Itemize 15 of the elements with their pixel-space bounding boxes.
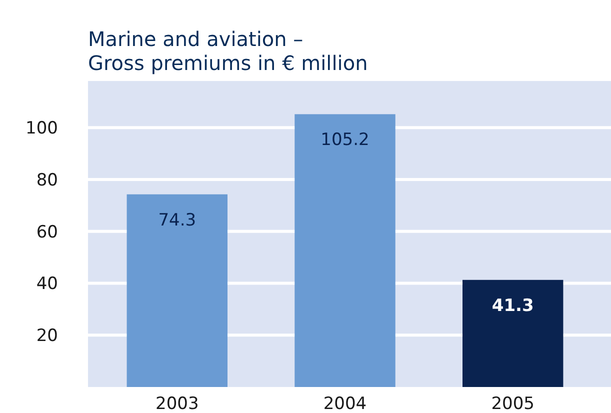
- chart-title: Marine and aviation – Gross premiums in € million: [88, 27, 368, 75]
- x-tick-label: 2005: [491, 394, 534, 413]
- data-label: 41.3: [492, 296, 534, 316]
- data-label: 74.3: [158, 210, 196, 230]
- bar: [462, 280, 564, 387]
- y-tick-label: 80: [36, 170, 58, 190]
- bar: [126, 194, 228, 387]
- y-tick-label: 20: [36, 326, 58, 346]
- y-tick-label: 60: [36, 222, 58, 242]
- bar: [294, 114, 396, 387]
- data-label: 105.2: [320, 130, 370, 150]
- y-tick-label: 40: [36, 274, 58, 294]
- x-tick-label: 2003: [156, 394, 199, 413]
- y-tick-label: 100: [26, 118, 58, 139]
- x-tick-label: 2004: [323, 394, 367, 413]
